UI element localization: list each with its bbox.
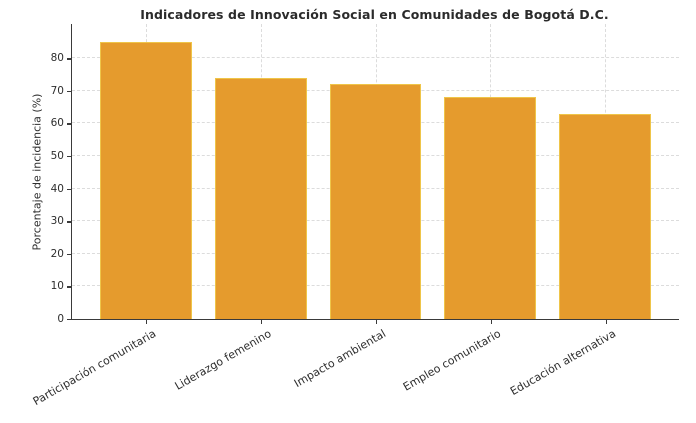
bar-1 [99, 41, 192, 319]
chart-title: Indicadores de Innovación Social en Comu… [140, 7, 609, 22]
y-tick-label: 60 [50, 117, 64, 130]
y-tick-label: 50 [50, 150, 64, 163]
y-tick-mark [67, 221, 71, 223]
x-tick-mark [605, 320, 608, 325]
y-tick-mark [67, 253, 71, 256]
y-tick-label: 20 [50, 247, 64, 260]
x-tick-label: Empleo comunitario [400, 327, 503, 394]
x-tick-label: Participación comunitaria [30, 327, 159, 409]
y-tick-mark [67, 123, 71, 125]
bar-3 [329, 84, 422, 319]
y-tick-label: 40 [50, 182, 64, 195]
x-tick-mark [260, 320, 263, 325]
bar-5 [559, 113, 652, 319]
x-tick-label: Liderazgo femenino [172, 327, 274, 393]
y-tick-label: 30 [50, 215, 64, 228]
y-tick-label: 80 [50, 52, 64, 65]
plot-area [71, 24, 679, 320]
y-tick-mark [67, 286, 71, 288]
y-tick-mark [67, 58, 71, 60]
x-tick-mark [490, 320, 493, 325]
y-tick-label: 10 [50, 280, 64, 293]
y-tick-mark [67, 90, 71, 93]
bar-2 [214, 77, 307, 319]
y-tick-mark [67, 156, 71, 158]
y-tick-label: 0 [57, 313, 64, 325]
x-tick-label: Educación alternativa [507, 327, 618, 399]
x-tick-label: Impacto ambiental [291, 327, 388, 391]
x-tick-mark [145, 320, 148, 325]
x-tick-mark [375, 320, 378, 325]
y-tick-label: 70 [50, 84, 64, 97]
bar-4 [444, 97, 537, 319]
y-tick-mark [67, 319, 71, 321]
y-tick-mark [67, 188, 71, 190]
